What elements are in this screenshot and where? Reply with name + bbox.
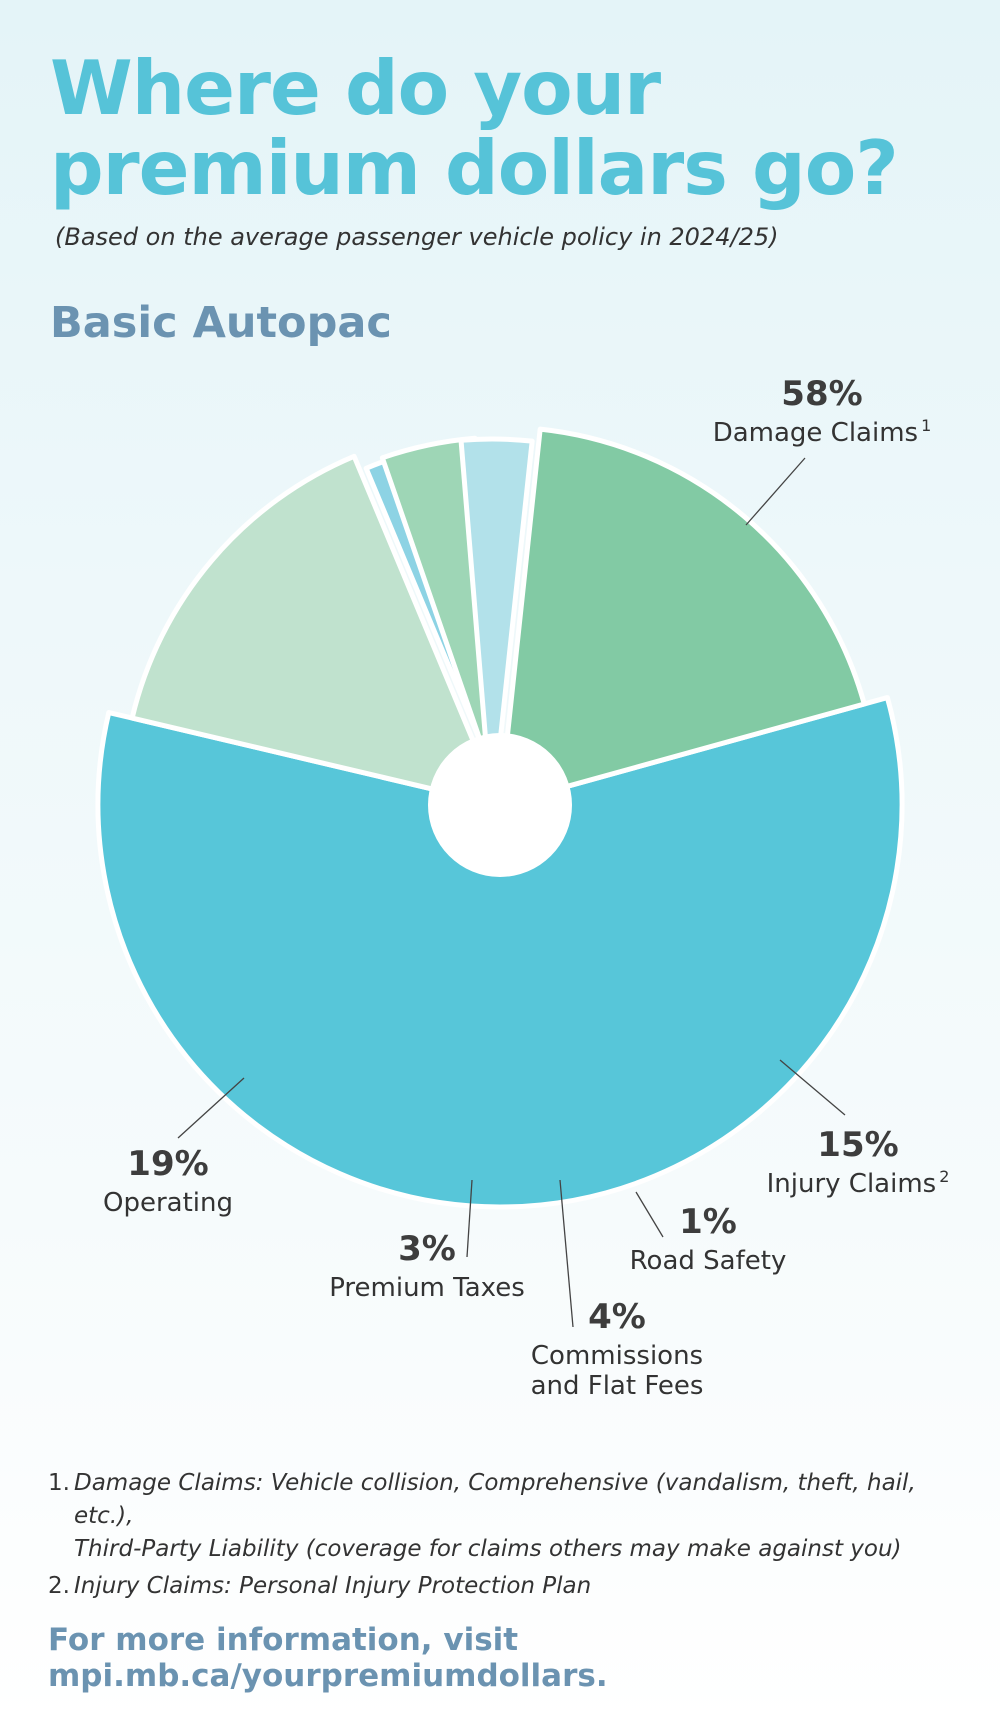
footnote-line: Injury Claims: Personal Injury Protectio…: [74, 1573, 592, 1599]
slice-percent-label: 3%: [398, 1229, 456, 1269]
slice-category-label: Road Safety: [630, 1246, 787, 1276]
pie-slice: [458, 436, 535, 820]
slice-category-label: Premium Taxes: [329, 1273, 525, 1303]
slice-category-label: Commissions: [531, 1341, 703, 1371]
pie-slice: [497, 426, 867, 808]
slice-percent-label: 4%: [588, 1297, 646, 1337]
slice-category-label: and Flat Fees: [531, 1371, 704, 1401]
pie-slice: [95, 695, 905, 1210]
title-line-1: Where do your: [50, 44, 661, 132]
section-title: Basic Autopac: [50, 298, 392, 348]
page-title: Where do your premium dollars go?: [50, 44, 899, 212]
title-line-2: premium dollars go?: [50, 124, 899, 212]
slice-percent-label: 1%: [679, 1202, 737, 1242]
slice-category-label: Operating: [103, 1188, 233, 1218]
footnote-line: Third-Party Liability (coverage for clai…: [74, 1536, 902, 1562]
footnote-2: 2. Injury Claims: Personal Injury Protec…: [48, 1570, 968, 1603]
subtitle: (Based on the average passenger vehicle …: [55, 223, 779, 251]
leader-line: [745, 457, 806, 526]
leader-line: [779, 1059, 846, 1116]
chart-center-hole: [428, 733, 572, 877]
slice-percent-label: 58%: [781, 374, 862, 414]
slice-category-label: Damage Claims 1: [713, 416, 932, 448]
footnotes: 1. Damage Claims: Vehicle collision, Com…: [48, 1467, 968, 1607]
leader-line: [466, 1179, 473, 1258]
footnote-line: Damage Claims: Vehicle collision, Compre…: [74, 1470, 916, 1529]
leader-line: [177, 1077, 245, 1139]
leader-line: [635, 1191, 664, 1238]
slice-category-label: Injury Claims 2: [767, 1167, 950, 1199]
footnote-1: 1. Damage Claims: Vehicle collision, Com…: [48, 1467, 968, 1566]
pie-slice: [129, 453, 503, 808]
footnote-text: Damage Claims: Vehicle collision, Compre…: [74, 1467, 968, 1566]
footnote-number: 1.: [48, 1470, 70, 1496]
slice-percent-label: 15%: [817, 1125, 898, 1165]
footnote-text: Injury Claims: Personal Injury Protectio…: [74, 1570, 591, 1603]
leader-line: [559, 1179, 574, 1328]
footer-link-text[interactable]: For more information, visit mpi.mb.ca/yo…: [48, 1622, 608, 1694]
slice-percent-label: 19%: [127, 1144, 208, 1184]
footnote-number: 2.: [48, 1573, 70, 1599]
